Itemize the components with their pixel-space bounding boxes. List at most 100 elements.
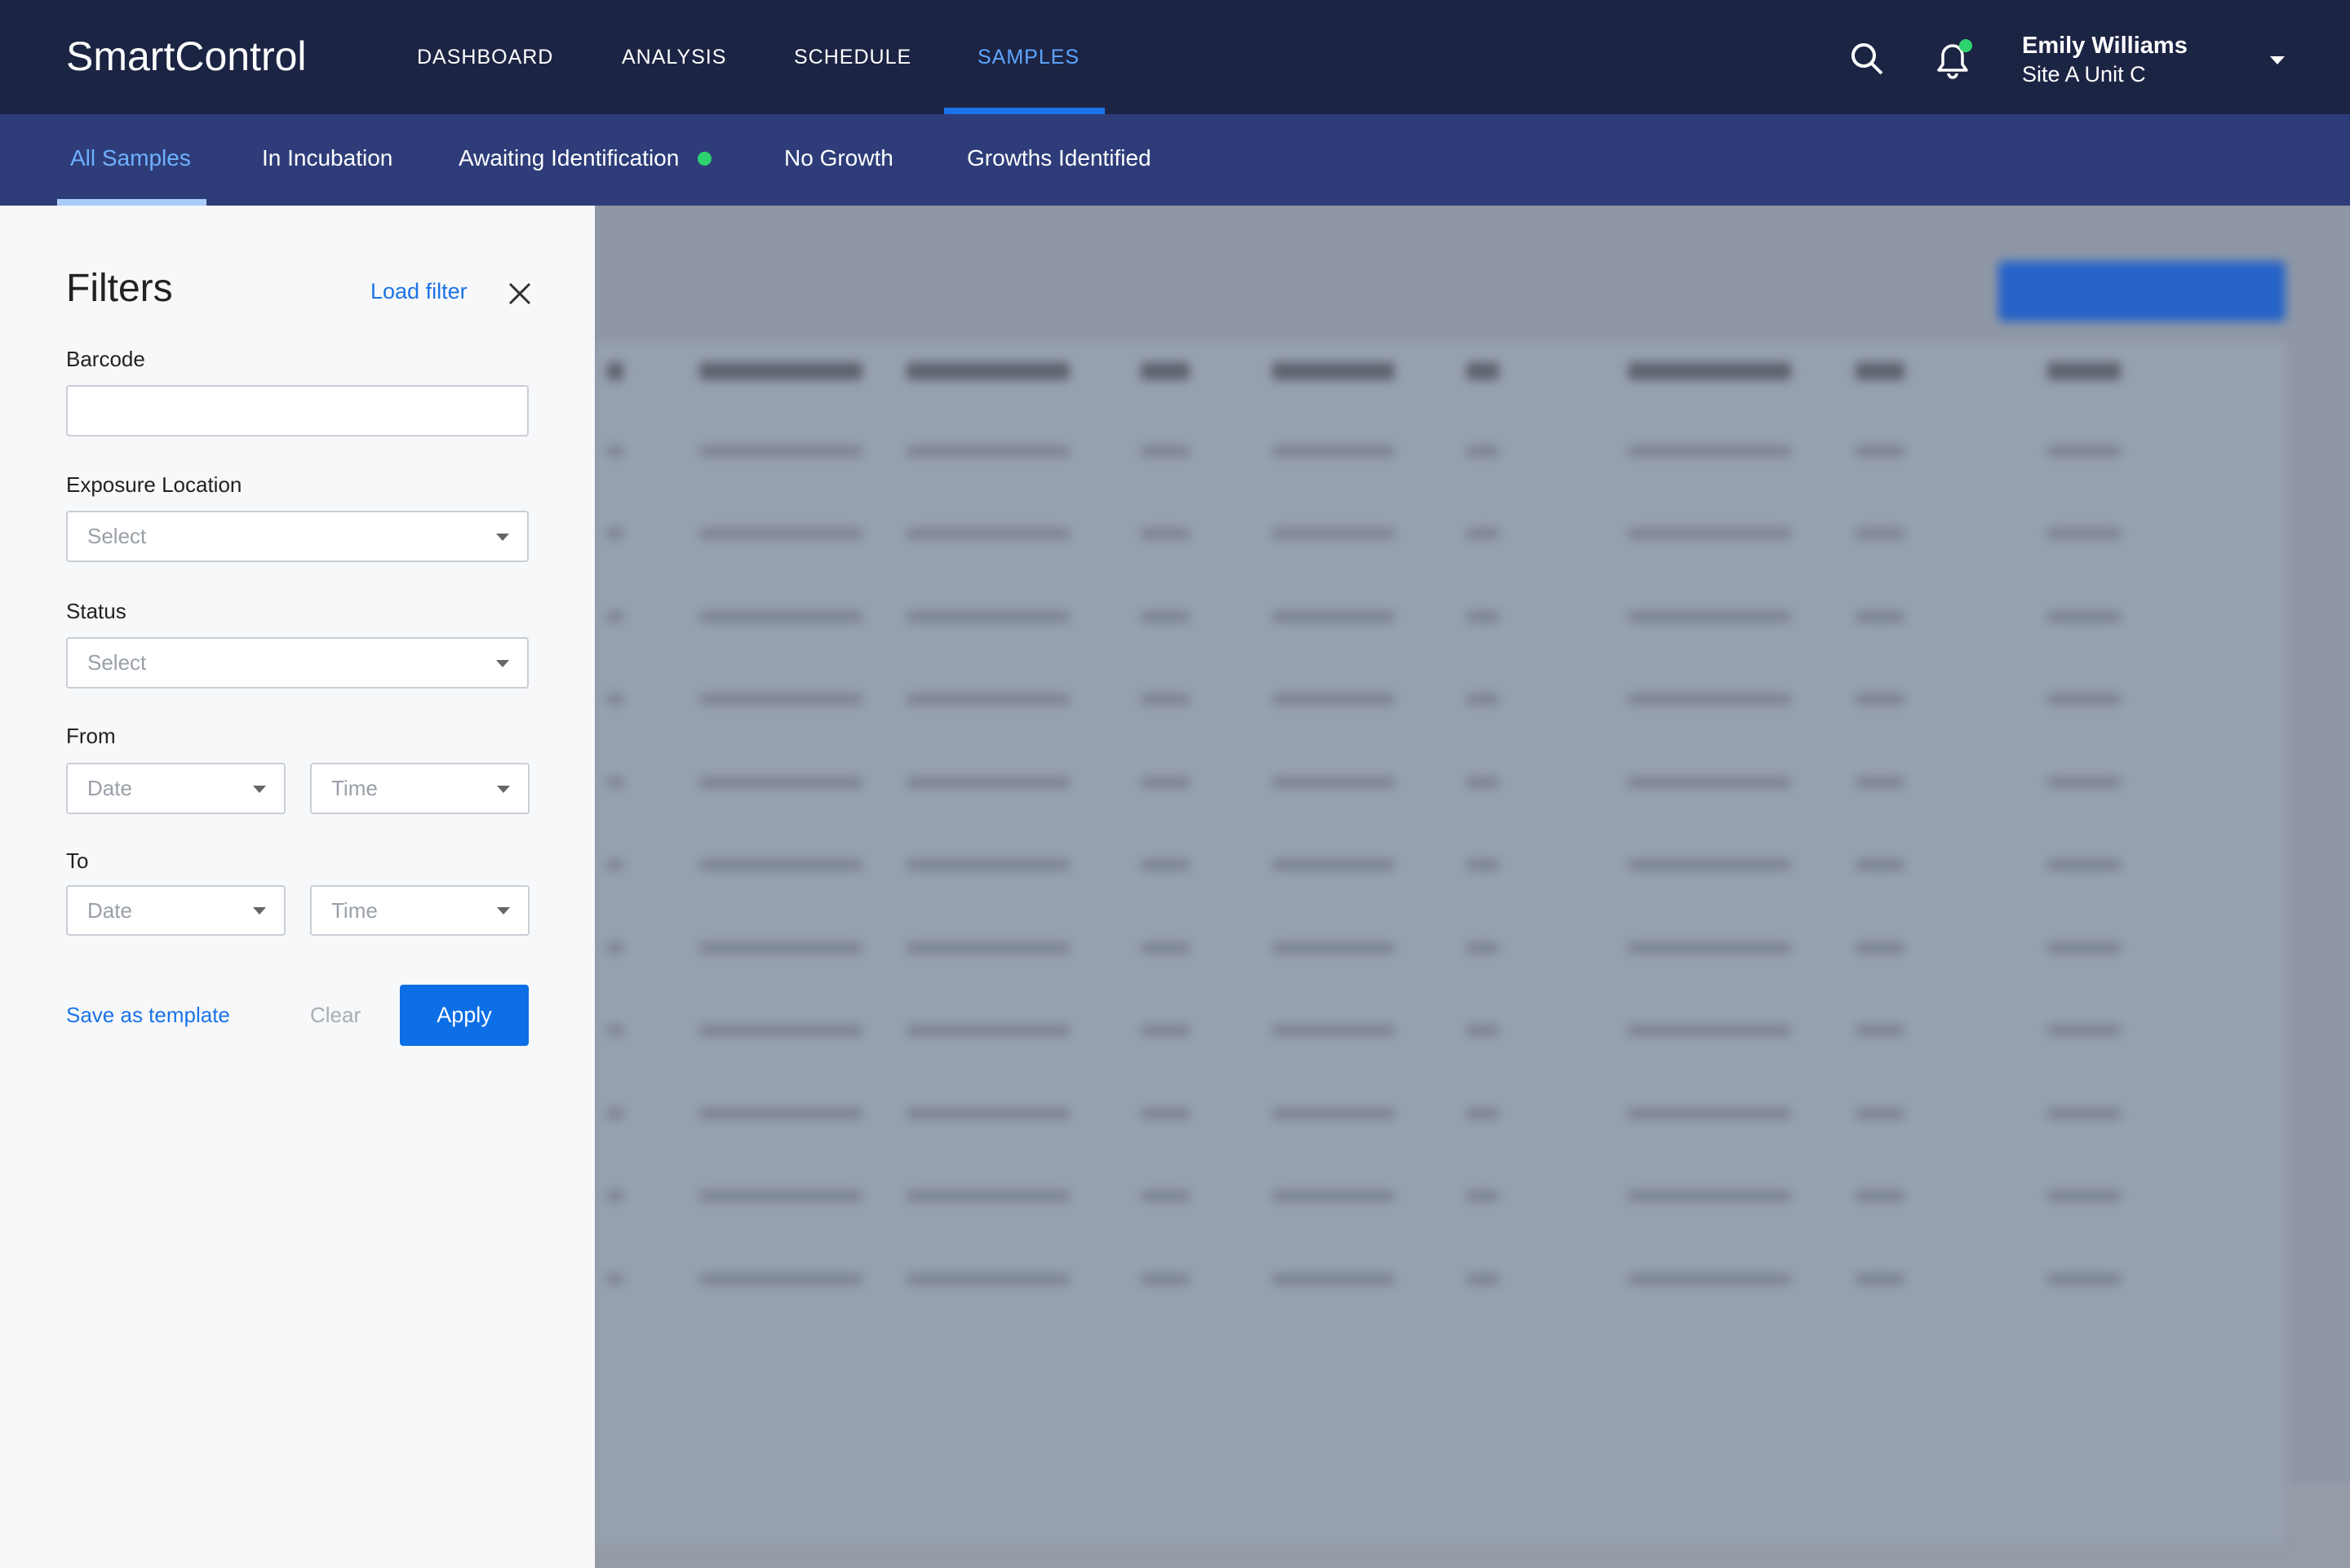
select[interactable]: Select xyxy=(66,637,529,689)
user-name[interactable]: Emily Williams xyxy=(2022,33,2188,59)
blurred-cell xyxy=(1856,1025,1904,1036)
blurred-cell xyxy=(2047,859,2121,870)
blurred-cell xyxy=(1628,445,1791,457)
blurred-cell xyxy=(1856,528,1904,539)
blurred-cell xyxy=(907,776,1070,788)
blurred-cell xyxy=(907,528,1070,539)
blurred-cell xyxy=(1856,1190,1904,1202)
blurred-cell xyxy=(699,528,862,539)
blurred-cell xyxy=(699,859,862,870)
placeholder: Date xyxy=(87,897,132,923)
time-select[interactable]: Time xyxy=(310,885,530,936)
blurred-cell xyxy=(1466,1025,1499,1036)
blurred-cell xyxy=(1141,1025,1190,1036)
blurred-cell xyxy=(699,1190,862,1202)
tab[interactable]: Awaiting Identification xyxy=(459,145,680,171)
time-select[interactable]: Time xyxy=(310,763,530,814)
barcode-input[interactable] xyxy=(66,385,529,436)
blurred-cell xyxy=(1141,859,1190,870)
nav-item[interactable]: SCHEDULE xyxy=(794,46,912,69)
placeholder: Select xyxy=(87,650,147,675)
blurred-cell xyxy=(2047,1273,2121,1285)
blurred-cell xyxy=(2047,1025,2121,1036)
blurred-cell xyxy=(1466,1107,1499,1119)
blurred-cell xyxy=(1272,528,1394,539)
field-label: Status xyxy=(66,599,126,623)
tab[interactable]: Growths Identified xyxy=(967,145,1151,171)
close-icon[interactable] xyxy=(508,281,532,306)
blurred-cell xyxy=(907,1107,1070,1119)
blurred-cell xyxy=(1628,1190,1791,1202)
blurred-cell xyxy=(907,859,1070,870)
date-select[interactable]: Date xyxy=(66,763,286,814)
blurred-cell xyxy=(1141,693,1190,705)
field-label: Exposure Location xyxy=(66,472,242,497)
blurred-cell xyxy=(607,528,623,539)
logo[interactable]: SmartControl xyxy=(66,33,307,79)
blurred-cell xyxy=(907,610,1070,622)
blurred-cell xyxy=(2047,1107,2121,1119)
save-template[interactable]: Save as template xyxy=(66,1003,230,1027)
status-dot xyxy=(698,152,712,166)
blurred-cell xyxy=(1856,693,1904,705)
placeholder: Time xyxy=(331,776,378,800)
blurred-cell xyxy=(1466,859,1499,870)
blurred-cell xyxy=(1466,1190,1499,1202)
nav-item[interactable]: DASHBOARD xyxy=(417,46,554,69)
blurred-cell xyxy=(1141,1190,1190,1202)
blurred-cell xyxy=(1141,776,1190,788)
user-menu-caret[interactable] xyxy=(2270,56,2285,64)
blurred-cell xyxy=(1272,1107,1394,1119)
nav-item[interactable]: SAMPLES xyxy=(978,46,1080,69)
blurred-cell xyxy=(907,693,1070,705)
blurred-cell xyxy=(1141,445,1190,457)
blurred-cell xyxy=(907,445,1070,457)
blurred-content xyxy=(595,206,2350,1546)
apply-button[interactable]: Apply xyxy=(400,985,529,1046)
blurred-cell xyxy=(699,610,862,622)
notification-icon[interactable] xyxy=(1932,36,1978,82)
blurred-cell xyxy=(607,362,623,380)
tab[interactable]: In Incubation xyxy=(262,145,393,171)
blurred-cell xyxy=(1856,610,1904,622)
blurred-cell xyxy=(1141,362,1190,380)
filter-title: Filters xyxy=(66,267,173,310)
blurred-cell xyxy=(1466,776,1499,788)
tab[interactable]: No Growth xyxy=(784,145,893,171)
blurred-cell xyxy=(699,362,862,380)
placeholder: Time xyxy=(331,897,378,923)
blurred-cell xyxy=(1466,445,1499,457)
nav-item[interactable]: ANALYSIS xyxy=(622,46,727,69)
blurred-cell xyxy=(2047,528,2121,539)
tab[interactable]: All Samples xyxy=(70,145,191,171)
blurred-cell xyxy=(607,1025,623,1036)
blurred-cell xyxy=(1141,528,1190,539)
blurred-cell xyxy=(1856,859,1904,870)
blurred-cell xyxy=(1272,1025,1394,1036)
blurred-cell xyxy=(607,1107,623,1119)
blurred-cell xyxy=(607,445,623,457)
blurred-cell xyxy=(1272,1273,1394,1285)
blurred-cell xyxy=(1856,776,1904,788)
date-select[interactable]: Date xyxy=(66,885,286,936)
user-location: Site A Unit C xyxy=(2022,62,2146,86)
blurred-cell xyxy=(907,941,1070,954)
clear-button[interactable]: Clear xyxy=(310,1003,361,1027)
select[interactable]: Select xyxy=(66,511,529,562)
blurred-cell xyxy=(1466,610,1499,622)
load-filter[interactable]: Load filter xyxy=(370,279,468,303)
blurred-cell xyxy=(1628,610,1791,622)
blurred-cell xyxy=(1628,941,1791,954)
blurred-cell xyxy=(1856,1273,1904,1285)
field-label: To xyxy=(66,848,89,873)
search-icon[interactable] xyxy=(1849,41,1885,77)
blurred-cell xyxy=(2047,362,2121,380)
blurred-cell xyxy=(1272,693,1394,705)
blurred-cell xyxy=(699,693,862,705)
blurred-cell xyxy=(607,610,623,622)
blurred-cell xyxy=(1628,362,1791,380)
blurred-cell xyxy=(607,859,623,870)
blurred-cell xyxy=(1856,445,1904,457)
blurred-cell xyxy=(1272,859,1394,870)
